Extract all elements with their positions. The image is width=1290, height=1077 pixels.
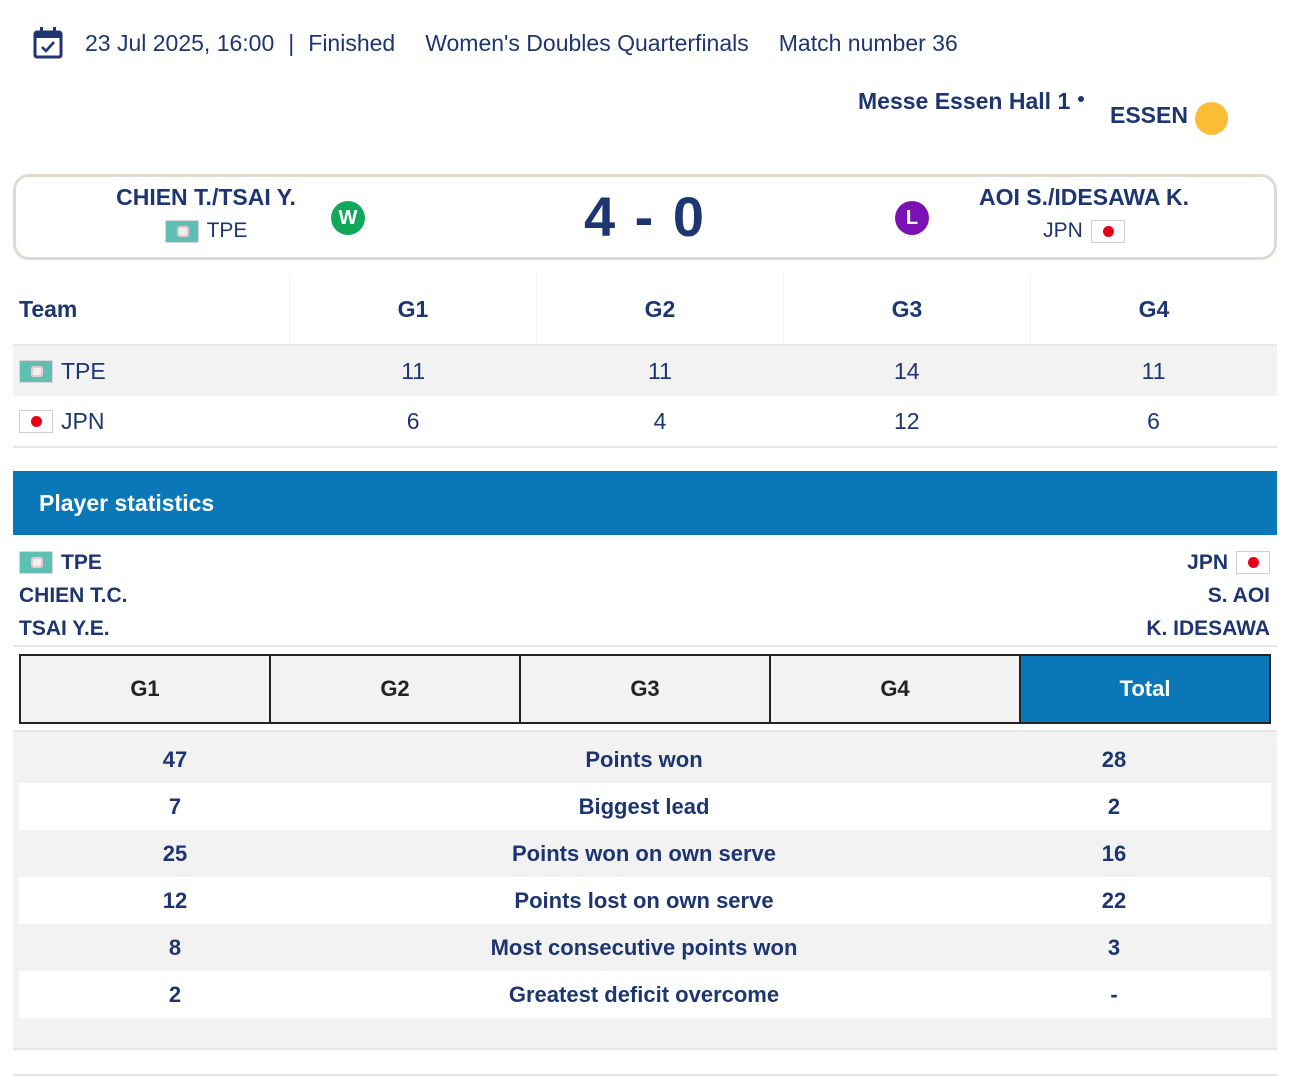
stat-home-value: 47 (162, 746, 188, 772)
venue-city: ESSEN (1110, 102, 1188, 128)
winner-badge: W (331, 201, 365, 235)
away-players: JPN S. AOI K. IDESAWA (1146, 546, 1270, 645)
match-status: Finished (308, 29, 396, 56)
event-name: Women's Doubles Quarterfinals (425, 29, 749, 56)
game-tabs: G1 G2 G3 G4 Total (19, 654, 1271, 724)
stat-row: 8 Most consecutive points won 3 (19, 924, 1271, 971)
sun-icon (1195, 102, 1228, 135)
tab-g4[interactable]: G4 (771, 656, 1021, 722)
jpn-flag-icon (1236, 551, 1270, 574)
stat-label: Points won on own serve (511, 840, 777, 866)
player-name: TSAI Y.E. (19, 616, 110, 640)
tab-g2[interactable]: G2 (271, 656, 521, 722)
match-number: Match number 36 (778, 29, 958, 56)
home-team-code: TPE (206, 219, 248, 242)
jpn-flag-icon (19, 409, 53, 433)
score-cell: 11 (1141, 357, 1166, 384)
row-team: TPE (13, 358, 290, 385)
stat-label: Points lost on own serve (514, 887, 774, 913)
score-card (13, 174, 1277, 260)
score-cell: 11 (648, 357, 672, 384)
away-team-name: AOI S./IDESAWA K. (978, 184, 1189, 210)
header-g3: G3 (782, 274, 1030, 344)
header-separator: | (288, 29, 295, 56)
tab-g1[interactable]: G1 (21, 656, 271, 722)
stat-away-value: 16 (1101, 840, 1127, 866)
player-name: S. AOI (1207, 583, 1270, 607)
stat-home-value: 2 (168, 981, 182, 1007)
stat-label: Most consecutive points won (490, 934, 798, 960)
home-team-name: CHIEN T./TSAI Y. (116, 184, 296, 210)
stat-row: 25 Points won on own serve 16 (19, 830, 1271, 877)
loser-badge: L (895, 201, 929, 235)
stats-table: 47 Points won 28 7 Biggest lead 2 25 Poi… (19, 736, 1271, 1018)
score-cell: 4 (653, 407, 667, 434)
stat-away-value: 3 (1107, 934, 1121, 960)
player-name: K. IDESAWA (1146, 616, 1270, 640)
stat-row: 47 Points won 28 (19, 736, 1271, 783)
stat-home-value: 8 (168, 934, 182, 960)
tab-g3[interactable]: G3 (521, 656, 771, 722)
tpe-flag-icon (164, 219, 199, 243)
stat-home-value: 7 (168, 793, 182, 819)
home-code-line: TPE (19, 546, 128, 579)
divider (13, 645, 1277, 647)
stat-row: 12 Points lost on own serve 22 (19, 877, 1271, 924)
venue-hall: Messe Essen Hall 1 (858, 88, 1085, 115)
jpn-flag-icon (1090, 219, 1125, 243)
stat-label: Biggest lead (578, 793, 710, 819)
header-team: Team (19, 295, 78, 322)
player-name: CHIEN T.C. (19, 583, 128, 607)
games-table-header: Team G1 G2 G3 G4 (13, 274, 1277, 346)
score-cell: 14 (893, 357, 920, 384)
calendar-check-icon (33, 27, 63, 59)
row-team-code: TPE (61, 357, 106, 384)
venue-hall-label: Messe Essen Hall 1 (858, 88, 1071, 114)
tab-total[interactable]: Total (1021, 656, 1269, 722)
header-g2: G2 (535, 274, 783, 344)
stat-home-value: 25 (162, 840, 188, 866)
away-team: AOI S./IDESAWA K. JPN (960, 184, 1208, 243)
away-team-code: JPN (1043, 219, 1083, 242)
stat-label: Points won (585, 746, 703, 772)
player-stats-header: Player statistics (13, 471, 1277, 535)
home-team-code-row: TPE (164, 219, 248, 243)
stat-away-value: - (1110, 981, 1118, 1007)
tpe-flag-icon (19, 551, 53, 574)
table-row: JPN 6 4 12 6 (13, 396, 1277, 448)
home-players: TPE CHIEN T.C. TSAI Y.E. (19, 546, 128, 645)
score-cell: 11 (401, 357, 426, 384)
stat-row: 2 Greatest deficit overcome - (19, 971, 1271, 1018)
home-team: CHIEN T./TSAI Y. TPE (100, 184, 312, 243)
score-cell: 6 (1147, 407, 1160, 434)
away-team-code-row: JPN (1043, 219, 1125, 243)
away-code: JPN (1187, 550, 1228, 574)
table-row: TPE 11 11 14 11 (13, 346, 1277, 396)
stat-home-value: 12 (162, 887, 188, 913)
score-cell: 12 (893, 407, 920, 434)
away-code-line: JPN (1146, 546, 1270, 579)
header-g1: G1 (288, 274, 536, 344)
row-team-code: JPN (61, 407, 105, 434)
match-datetime: 23 Jul 2025, 16:00 (85, 29, 275, 56)
header-g4: G4 (1029, 274, 1277, 344)
stat-away-value: 22 (1101, 887, 1127, 913)
games-table: Team G1 G2 G3 G4 TPE 11 11 14 11 JPN 6 4… (13, 274, 1277, 448)
score-cell: 6 (406, 407, 420, 434)
match-score: 4 - 0 (583, 185, 707, 248)
home-code: TPE (61, 550, 102, 574)
row-team: JPN (13, 408, 290, 435)
tpe-flag-icon (19, 359, 53, 383)
stat-label: Greatest deficit overcome (508, 981, 780, 1007)
stat-away-value: 28 (1101, 746, 1127, 772)
venue-dot (1078, 95, 1085, 102)
stat-away-value: 2 (1107, 793, 1121, 819)
match-info-bar: 23 Jul 2025, 16:00 | Finished Women's Do… (32, 26, 958, 60)
bottom-divider (13, 1074, 1277, 1076)
stat-row: 7 Biggest lead 2 (19, 783, 1271, 830)
